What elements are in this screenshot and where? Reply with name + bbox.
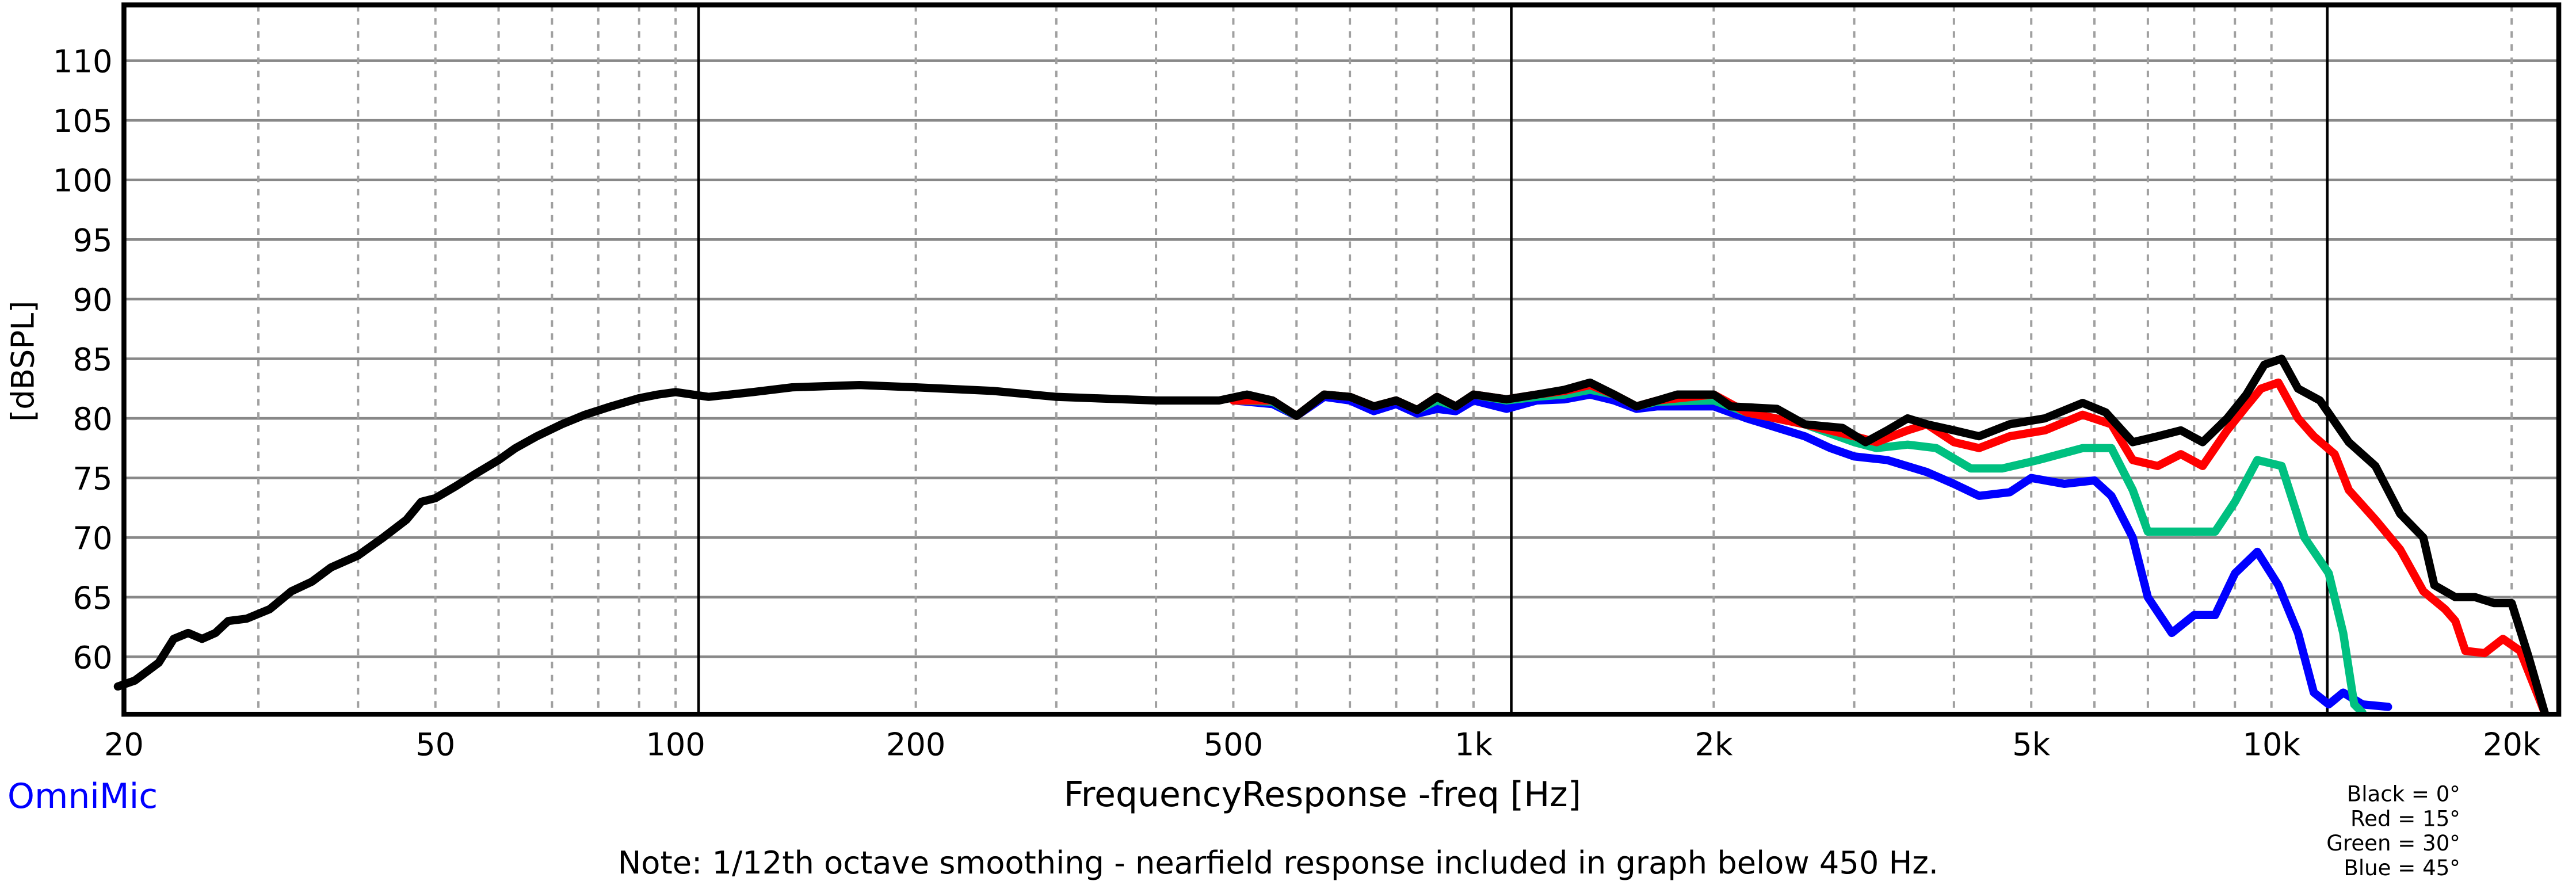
legend-red: Red = 15° (2350, 806, 2460, 831)
x-tick-label: 500 (1204, 727, 1263, 763)
legend-green: Green = 30° (2326, 831, 2460, 856)
x-tick-label: 5k (2012, 727, 2050, 763)
x-tick-label: 1k (1455, 727, 1493, 763)
y-axis-label: [dBSPL] (5, 301, 41, 422)
series-line-black (113, 354, 2549, 717)
x-tick-label: 200 (886, 727, 945, 763)
y-tick-label: 105 (53, 103, 112, 139)
curves (113, 354, 2549, 717)
y-tick-label: 80 (72, 401, 112, 437)
omnimic-brand: OmniMic (7, 776, 158, 817)
x-tick-label: 20k (2483, 727, 2541, 763)
series-line-blue (1229, 390, 2392, 711)
y-tick-label: 75 (72, 461, 112, 497)
y-tick-labels: 60 65 70 75 80 85 90 95 100 105 110 (53, 44, 112, 676)
y-tick-label: 110 (53, 44, 112, 80)
x-tick-label: 10k (2243, 727, 2301, 763)
y-tick-label: 65 (72, 580, 112, 616)
x-tick-labels: 20 50 100 200 500 1k 2k 5k 10k 20k (104, 727, 2541, 763)
legend: Black = 0° Red = 15° Green = 30° Blue = … (2326, 781, 2460, 880)
y-tick-label: 100 (53, 163, 112, 199)
x-tick-label: 20 (104, 727, 144, 763)
y-tick-label: 90 (72, 282, 112, 318)
x-axis-label: FrequencyResponse -freq [Hz] (1064, 775, 1581, 815)
x-tick-label: 100 (646, 727, 705, 763)
legend-black: Black = 0° (2347, 781, 2460, 806)
plot-frame (121, 2, 2562, 717)
note-text: Note: 1/12th octave smoothing - nearfiel… (618, 845, 1938, 881)
y-tick-label: 95 (72, 222, 112, 258)
legend-blue: Blue = 45° (2344, 856, 2460, 880)
x-tick-label: 50 (415, 727, 455, 763)
y-tick-label: 60 (72, 639, 112, 676)
x-tick-label: 2k (1695, 727, 1732, 763)
y-tick-label: 85 (72, 341, 112, 377)
grid (124, 5, 2559, 715)
y-tick-label: 70 (72, 520, 112, 556)
